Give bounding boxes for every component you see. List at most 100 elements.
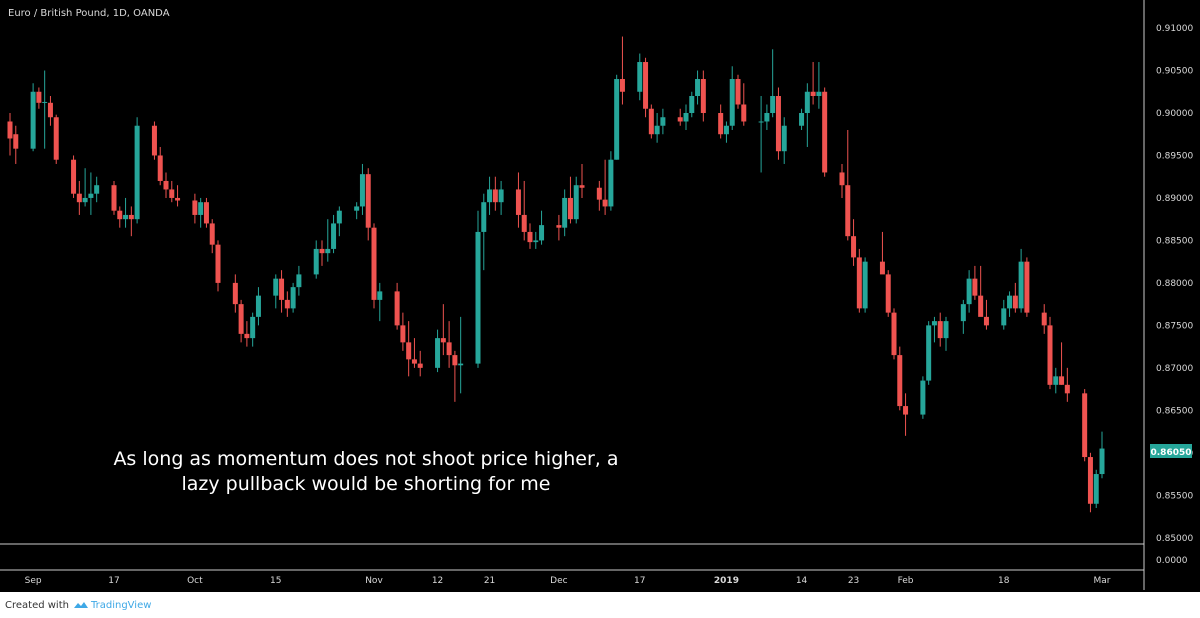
candle bbox=[435, 329, 441, 373]
candle-body bbox=[723, 125, 729, 135]
candle-body bbox=[897, 355, 903, 407]
candle-body bbox=[573, 185, 579, 220]
time-tick-label: 14 bbox=[796, 576, 808, 586]
candle bbox=[117, 206, 123, 228]
candle bbox=[377, 282, 383, 322]
candle-body bbox=[856, 257, 862, 309]
candle-body bbox=[619, 79, 625, 92]
candle-body bbox=[7, 121, 13, 139]
candle-body bbox=[689, 96, 695, 113]
candle-body bbox=[175, 197, 181, 201]
candle-body bbox=[978, 295, 984, 317]
candle-body bbox=[458, 363, 464, 366]
candle-body bbox=[250, 316, 256, 339]
candle-body bbox=[284, 299, 290, 309]
candle bbox=[758, 96, 764, 173]
candle-body bbox=[82, 197, 88, 203]
candle bbox=[966, 270, 972, 313]
time-tick-label: 21 bbox=[484, 576, 495, 586]
candle-body bbox=[770, 96, 776, 113]
price-tick-label: 0.87000 bbox=[1156, 364, 1193, 374]
candle bbox=[643, 57, 649, 118]
candle-body bbox=[365, 174, 371, 228]
candle-body bbox=[36, 91, 42, 103]
candle bbox=[596, 180, 602, 211]
candle-body bbox=[903, 406, 909, 415]
candle-body bbox=[683, 112, 689, 122]
candle bbox=[770, 49, 776, 118]
candle bbox=[614, 74, 620, 160]
candle-body bbox=[891, 312, 897, 356]
candle bbox=[209, 219, 215, 254]
candle bbox=[1018, 248, 1024, 313]
candle-body bbox=[527, 231, 533, 243]
candle bbox=[816, 62, 822, 109]
candle bbox=[926, 321, 932, 385]
candle bbox=[151, 121, 157, 160]
candle bbox=[533, 231, 539, 249]
candle-body bbox=[579, 185, 585, 188]
price-tick-label: 0.90500 bbox=[1156, 67, 1193, 77]
candle bbox=[579, 163, 585, 198]
candle-body bbox=[845, 185, 851, 237]
candle-body bbox=[53, 117, 59, 160]
candle bbox=[845, 129, 851, 241]
tradingview-brand[interactable]: TradingView bbox=[90, 599, 152, 611]
candle bbox=[1012, 282, 1018, 313]
candle bbox=[134, 117, 140, 224]
candle-body bbox=[1018, 261, 1024, 309]
chart-background bbox=[0, 0, 1200, 592]
candle bbox=[1059, 342, 1065, 385]
candle-body bbox=[885, 274, 891, 313]
candle-body bbox=[331, 223, 337, 249]
candle-body bbox=[1099, 448, 1105, 475]
candle-body bbox=[481, 202, 487, 232]
candle-body bbox=[943, 321, 949, 339]
candle bbox=[365, 168, 371, 241]
candle-body bbox=[1053, 376, 1059, 385]
candle-body bbox=[533, 240, 539, 243]
candle bbox=[232, 274, 238, 313]
candle-body bbox=[244, 333, 250, 339]
price-tick-label: 0.86500 bbox=[1156, 406, 1193, 416]
candle-body bbox=[741, 104, 747, 122]
candle-body bbox=[1047, 325, 1053, 385]
candle bbox=[481, 193, 487, 271]
current-price-tag: 0.86050 bbox=[1150, 444, 1192, 458]
candle-body bbox=[417, 363, 423, 368]
candle bbox=[515, 172, 521, 228]
candle bbox=[891, 308, 897, 360]
candle-body bbox=[319, 248, 325, 254]
candle-body bbox=[313, 248, 319, 275]
candle bbox=[354, 202, 360, 220]
candle-body bbox=[822, 91, 828, 173]
candle-body bbox=[643, 62, 649, 109]
candle-body bbox=[804, 91, 810, 113]
candle bbox=[654, 112, 660, 143]
candle-body bbox=[614, 79, 620, 160]
candle bbox=[1082, 389, 1088, 462]
candle-body bbox=[654, 125, 660, 135]
candle bbox=[983, 299, 989, 330]
candle-body bbox=[400, 325, 406, 343]
candle bbox=[718, 104, 724, 139]
candle-body bbox=[799, 112, 805, 126]
candle bbox=[394, 282, 400, 330]
candle bbox=[879, 231, 885, 275]
candle-body bbox=[151, 125, 157, 156]
candle bbox=[637, 53, 643, 101]
candle bbox=[527, 223, 533, 249]
time-tick-label: Nov bbox=[365, 576, 383, 586]
candle-body bbox=[94, 185, 100, 194]
candle bbox=[7, 112, 13, 156]
candle bbox=[359, 163, 365, 215]
candle bbox=[498, 180, 504, 215]
candle-body bbox=[700, 79, 706, 113]
candle-body bbox=[972, 278, 978, 296]
candle bbox=[683, 104, 689, 130]
candle bbox=[920, 376, 926, 419]
candle bbox=[273, 274, 279, 309]
candle bbox=[960, 299, 966, 334]
candle bbox=[88, 172, 94, 215]
candle bbox=[417, 350, 423, 377]
